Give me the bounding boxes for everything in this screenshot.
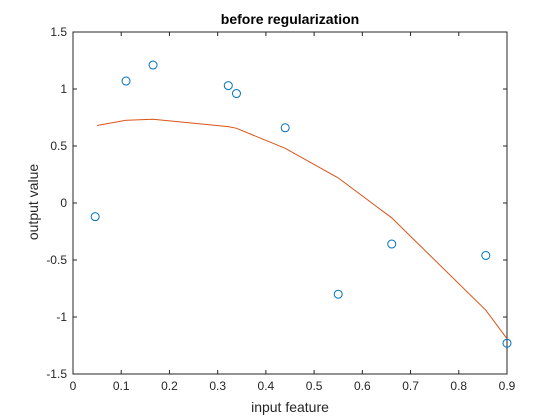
y-tick-label: 0.5	[50, 139, 67, 153]
data-point	[502, 338, 512, 348]
y-tick-label: -0.5	[46, 253, 67, 267]
axes-box	[72, 31, 508, 375]
data-point	[223, 81, 233, 91]
plot-area: 0 0.1 0.2 0.3 0.4 0.5 0.6 0.7 0.8 0.9 -1.5 -1 -0.5 0 0…	[46, 25, 515, 393]
x-tick-label: 0	[70, 379, 77, 393]
data-point	[280, 123, 290, 133]
data-point	[231, 89, 241, 99]
y-tick-label: -1.5	[46, 367, 67, 381]
y-tick-label: -1	[56, 310, 67, 324]
data-point	[121, 76, 131, 86]
x-tick-label: 0.8	[450, 379, 467, 393]
x-tick-label: 0.1	[113, 379, 130, 393]
x-axis-label: input feature	[251, 399, 329, 415]
y-tick-label: 1.5	[50, 25, 67, 39]
y-tick-label: 0	[60, 196, 67, 210]
fit-line	[97, 118, 508, 339]
y-axis-label: output value	[25, 164, 41, 240]
x-tick-label: 0.2	[161, 379, 178, 393]
x-tick-label: 0.6	[354, 379, 371, 393]
data-point	[148, 60, 158, 70]
chart-title: before regularization	[221, 11, 359, 27]
data-point	[481, 250, 491, 260]
data-point	[90, 212, 100, 222]
data-point	[387, 239, 397, 249]
x-tick-label: 0.4	[258, 379, 275, 393]
y-tick-label: 1	[60, 82, 67, 96]
x-tick-label: 0.9	[499, 379, 516, 393]
x-tick-label: 0.7	[402, 379, 419, 393]
x-tick-label: 0.5	[306, 379, 323, 393]
data-point	[333, 289, 343, 299]
x-tick-label: 0.3	[209, 379, 226, 393]
